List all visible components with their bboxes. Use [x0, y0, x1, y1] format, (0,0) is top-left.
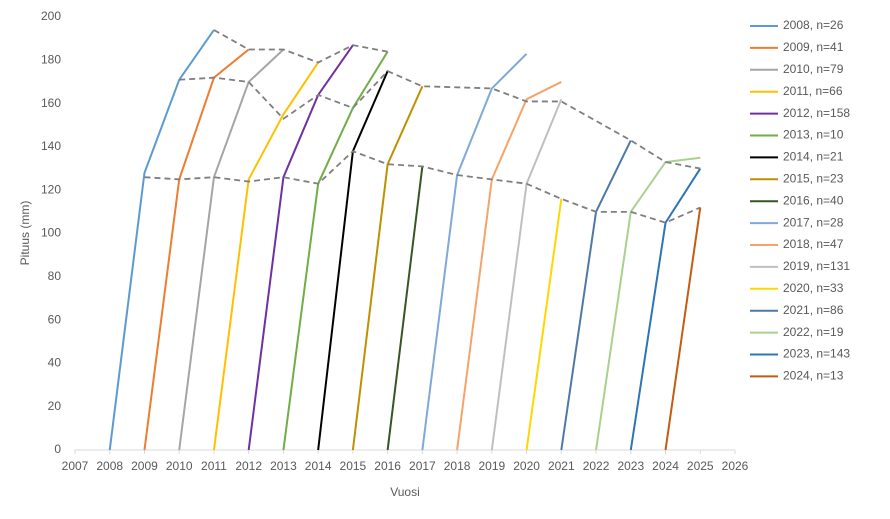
legend-label: 2021, n=86 — [783, 303, 844, 317]
mean-line — [179, 70, 701, 170]
x-tick-label: 2017 — [409, 459, 436, 473]
y-tick-label: 60 — [48, 312, 62, 326]
series-line — [421, 53, 528, 451]
legend-label: 2009, n=41 — [783, 40, 844, 54]
y-tick-label: 140 — [41, 139, 61, 153]
x-tick-label: 2019 — [478, 459, 505, 473]
y-tick-label: 100 — [41, 226, 61, 240]
mean-line — [144, 150, 701, 224]
x-tick-label: 2012 — [235, 459, 262, 473]
series-line — [664, 207, 702, 451]
legend-label: 2017, n=28 — [783, 215, 844, 229]
x-tick-label: 2018 — [444, 459, 471, 473]
series-line — [525, 198, 563, 451]
series-line — [595, 156, 701, 451]
x-tick-label: 2015 — [340, 459, 367, 473]
x-tick-label: 2011 — [201, 459, 227, 473]
series-line — [143, 48, 250, 451]
legend-label: 2012, n=158 — [783, 106, 850, 120]
y-tick-label: 120 — [41, 182, 61, 196]
x-axis-title: Vuosi — [390, 485, 420, 499]
y-axis-title: Pituus (mm) — [18, 201, 32, 266]
x-tick-label: 2013 — [270, 459, 297, 473]
legend-label: 2013, n=10 — [783, 128, 844, 142]
series-line — [351, 85, 424, 451]
legend-label: 2011, n=66 — [783, 84, 843, 98]
series-line — [282, 51, 389, 451]
x-tick-label: 2010 — [166, 459, 193, 473]
legend-label: 2010, n=79 — [783, 62, 844, 76]
legend-label: 2023, n=143 — [783, 347, 850, 361]
y-tick-label: 200 — [41, 9, 61, 23]
legend-label: 2020, n=33 — [783, 281, 844, 295]
series-line — [212, 61, 319, 451]
series-line — [629, 168, 702, 451]
series-line — [386, 166, 424, 451]
legend-label: 2008, n=26 — [783, 18, 844, 32]
y-tick-label: 80 — [48, 269, 62, 283]
legend-label: 2022, n=19 — [783, 325, 844, 339]
legend-label: 2018, n=47 — [783, 237, 844, 251]
legend-label: 2019, n=131 — [783, 259, 850, 273]
legend-label: 2015, n=23 — [783, 171, 844, 185]
y-tick-label: 160 — [41, 96, 61, 110]
y-tick-label: 20 — [48, 399, 62, 413]
mean-line — [213, 29, 388, 64]
x-tick-label: 2023 — [617, 459, 644, 473]
x-tick-label: 2022 — [583, 459, 610, 473]
y-tick-label: 180 — [41, 52, 61, 66]
x-tick-label: 2021 — [548, 459, 575, 473]
x-tick-label: 2020 — [513, 459, 540, 473]
series-line — [108, 29, 215, 451]
x-tick-label: 2016 — [374, 459, 401, 473]
legend-label: 2024, n=13 — [783, 369, 844, 383]
y-tick-label: 0 — [54, 442, 61, 456]
x-tick-label: 2026 — [722, 459, 749, 473]
series-line — [456, 81, 562, 451]
x-tick-label: 2025 — [687, 459, 714, 473]
x-tick-label: 2014 — [305, 459, 332, 473]
x-tick-label: 2008 — [96, 459, 123, 473]
x-tick-label: 2007 — [62, 459, 89, 473]
x-tick-label: 2024 — [652, 459, 679, 473]
series-line — [247, 44, 354, 451]
x-tick-label: 2009 — [131, 459, 158, 473]
legend-label: 2014, n=21 — [783, 150, 844, 164]
series-line — [178, 48, 285, 451]
legend-label: 2016, n=40 — [783, 193, 844, 207]
y-tick-label: 40 — [48, 356, 62, 370]
